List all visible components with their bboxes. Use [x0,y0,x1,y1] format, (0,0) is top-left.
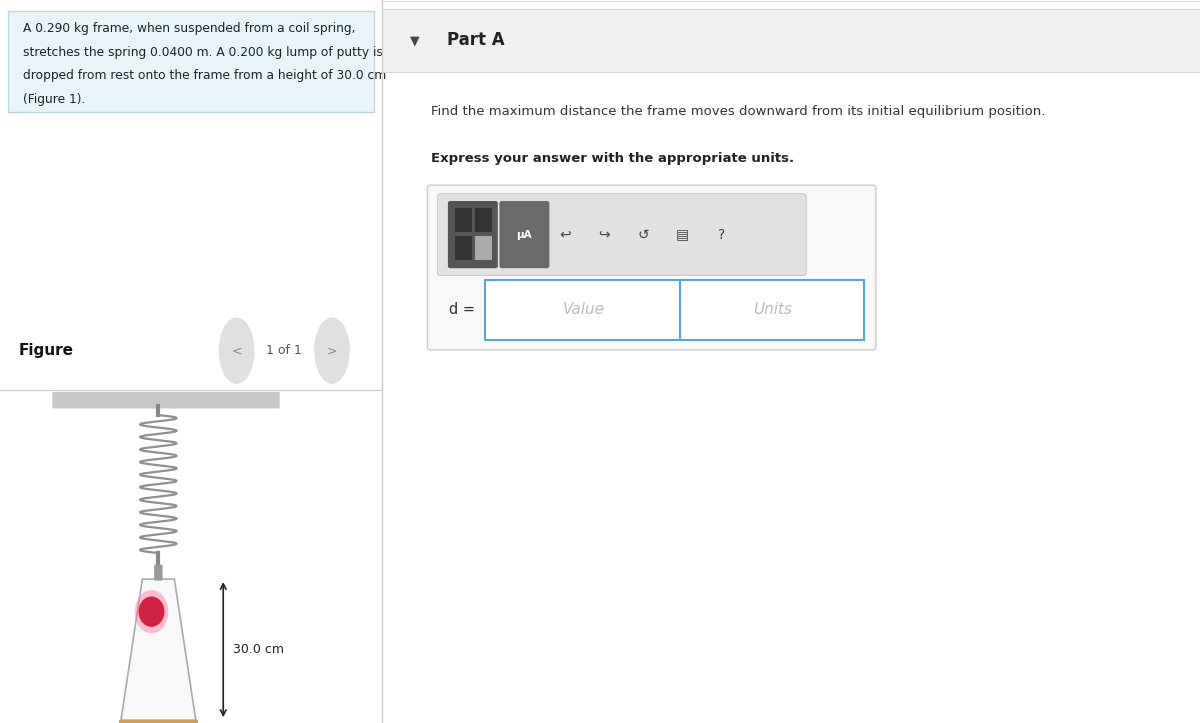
FancyBboxPatch shape [437,194,806,275]
Text: (Figure 1).: (Figure 1). [23,93,85,106]
Circle shape [314,318,349,383]
FancyBboxPatch shape [119,720,198,723]
Text: Value: Value [563,302,605,317]
FancyBboxPatch shape [154,565,162,581]
Circle shape [220,318,253,383]
Text: Express your answer with the appropriate units.: Express your answer with the appropriate… [431,152,794,165]
Text: ↺: ↺ [637,228,649,241]
Polygon shape [121,579,196,720]
Text: ▤: ▤ [677,228,689,241]
Text: ↪: ↪ [599,228,610,241]
FancyBboxPatch shape [455,236,472,260]
Text: dropped from rest onto the frame from a height of 30.0 cm: dropped from rest onto the frame from a … [23,69,386,82]
Text: ▼: ▼ [409,34,419,47]
Text: μA: μA [516,230,533,239]
FancyBboxPatch shape [382,9,1200,72]
FancyBboxPatch shape [53,392,280,408]
Text: ?: ? [719,228,726,241]
Text: 1 of 1: 1 of 1 [266,344,302,357]
FancyBboxPatch shape [427,185,876,350]
Text: ↩: ↩ [559,228,571,241]
Text: stretches the spring 0.0400 m. A 0.200 kg lump of putty is: stretches the spring 0.0400 m. A 0.200 k… [23,46,383,59]
Ellipse shape [138,596,164,627]
FancyBboxPatch shape [499,201,550,268]
FancyBboxPatch shape [7,11,374,112]
Text: A 0.290 kg frame, when suspended from a coil spring,: A 0.290 kg frame, when suspended from a … [23,22,355,35]
Text: >: > [326,344,337,357]
FancyBboxPatch shape [455,208,472,232]
FancyBboxPatch shape [485,280,684,340]
Ellipse shape [134,590,168,633]
Text: Part A: Part A [448,32,505,49]
Text: Figure: Figure [19,343,74,358]
FancyBboxPatch shape [448,201,498,268]
Text: d =: d = [449,302,475,317]
FancyBboxPatch shape [680,280,864,340]
Text: Units: Units [752,302,792,317]
Text: 30.0 cm: 30.0 cm [233,643,283,656]
Text: Find the maximum distance the frame moves downward from its initial equilibrium : Find the maximum distance the frame move… [431,105,1045,118]
FancyBboxPatch shape [475,236,492,260]
FancyBboxPatch shape [475,208,492,232]
Text: <: < [232,344,242,357]
